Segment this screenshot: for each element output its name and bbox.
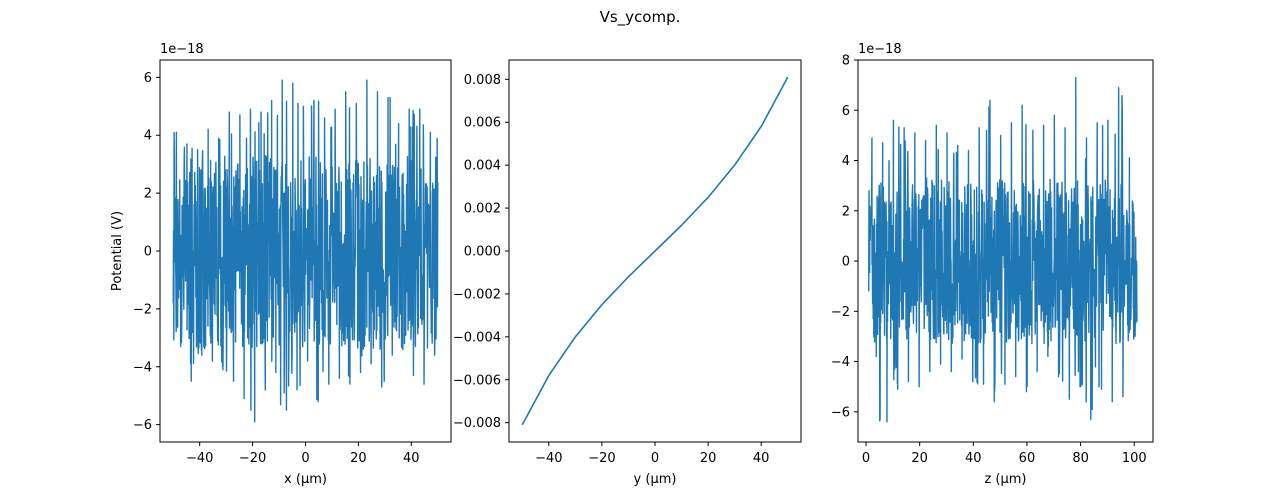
subplot-z-offset-text: 1e−18 <box>858 42 902 57</box>
subplot-y-xtick-label: 20 <box>700 451 717 466</box>
subplot-x-ytick-label: 4 <box>144 129 152 144</box>
subplot-y-ytick-label: 0.004 <box>464 159 501 174</box>
subplot-z-ytick-label: 6 <box>842 104 850 119</box>
subplot-z-ytick-label: −4 <box>831 355 850 370</box>
subplot-z-xtick-label: 20 <box>911 451 928 466</box>
subplot-z-ytick-label: 0 <box>842 255 850 270</box>
subplot-z-ytick-label: −6 <box>831 405 850 420</box>
figure-title: Vs_ycomp. <box>600 8 681 27</box>
subplot-z-ytick-label: −2 <box>831 305 850 320</box>
subplot-y-ytick-label: 0.006 <box>464 116 501 131</box>
subplot-x-xtick-label: −20 <box>239 451 266 466</box>
subplot-x-offset-text: 1e−18 <box>160 42 204 57</box>
subplot-y-xtick-label: −40 <box>535 451 562 466</box>
subplot-x-ytick-label: −2 <box>133 302 152 317</box>
subplot-y-ytick-label: 0.000 <box>464 245 501 260</box>
subplot-y-ytick-label: −0.004 <box>453 330 501 345</box>
subplot-z-xlabel: z (µm) <box>984 472 1026 487</box>
subplot-z: 1e−18 z (µm) 0 20 40 60 80 100 −6 −4 −2 0 2 4 6 8 <box>831 42 1154 487</box>
subplot-z-xtick-label: 0 <box>862 451 870 466</box>
subplot-z-xtick-label: 60 <box>1019 451 1036 466</box>
subplot-x-series-line <box>172 79 439 423</box>
subplot-z-series-line <box>868 76 1138 423</box>
subplot-z-ytick-label: 2 <box>842 204 850 219</box>
subplot-x-ylabel: Potential (V) <box>110 211 125 291</box>
subplot-y-ytick-label: −0.008 <box>453 416 501 431</box>
subplot-y-series-line <box>521 76 789 426</box>
subplot-y-xtick-label: −20 <box>588 451 615 466</box>
subplot-z-ytick-label: 4 <box>842 154 850 169</box>
subplot-x-ytick-label: 6 <box>144 71 152 86</box>
subplot-z-xtick-label: 40 <box>965 451 982 466</box>
subplot-x: 1e−18 x (µm) Potential (V) −40 −20 0 20 40−6… <box>110 42 452 487</box>
subplot-x-ytick-label: −6 <box>133 418 152 433</box>
subplot-z-xtick-label: 80 <box>1072 451 1089 466</box>
subplot-y-xlabel: y (µm) <box>634 472 677 487</box>
subplot-x-ytick-label: 2 <box>144 187 152 202</box>
subplot-x-xtick-label: 0 <box>301 451 309 466</box>
subplot-y-xtick-label: 0 <box>651 451 659 466</box>
subplot-x-xlabel: x (µm) <box>284 472 327 487</box>
subplot-y-ytick-label: −0.002 <box>453 287 501 302</box>
subplot-z-ytick-label: 8 <box>842 54 850 69</box>
subplot-z-xtick-label: 100 <box>1122 451 1147 466</box>
subplot-x-ytick-label: −4 <box>133 360 152 375</box>
subplot-y: y (µm) −40 −20 0 20 40 −0.008 −0.006 −0.004 −0.0… <box>453 59 802 487</box>
subplot-x-xtick-label: −40 <box>186 451 213 466</box>
subplot-x-ytick-label: 0 <box>144 245 152 260</box>
subplot-z-frame <box>857 59 1154 443</box>
subplot-x-xtick-label: 20 <box>350 451 367 466</box>
subplot-y-ytick-label: 0.002 <box>464 202 501 217</box>
subplot-x-xtick-label: 40 <box>403 451 420 466</box>
subplot-y-ytick-label: −0.006 <box>453 373 501 388</box>
subplot-y-xtick-label: 40 <box>753 451 770 466</box>
subplot-y-ytick-label: 0.008 <box>464 73 501 88</box>
